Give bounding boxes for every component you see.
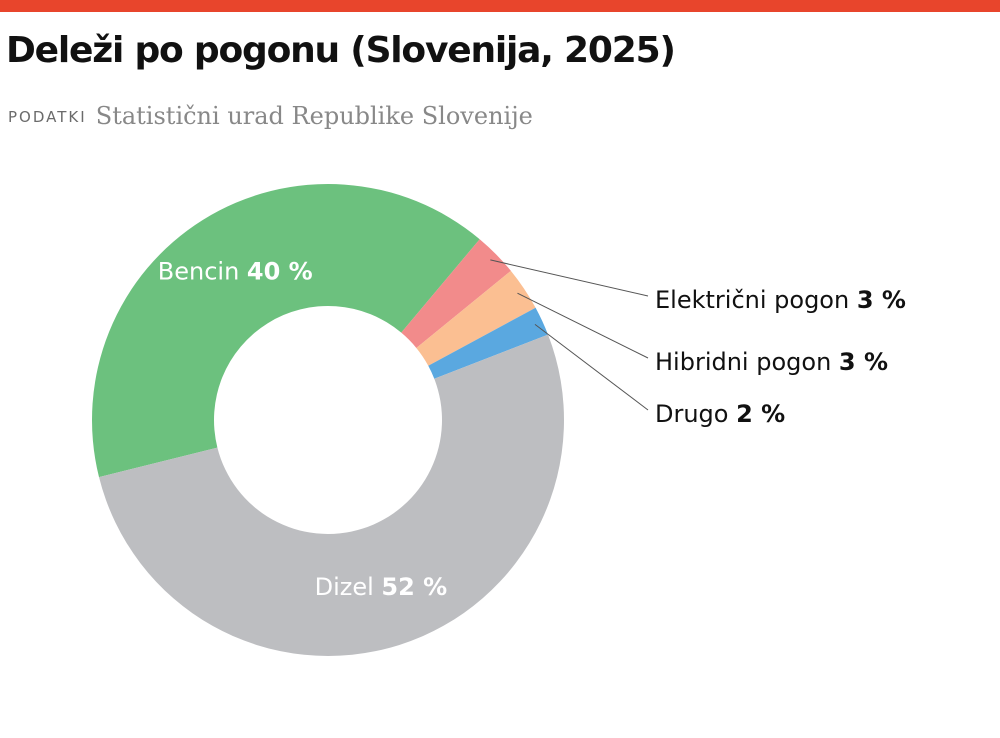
slice-drugo [428,307,549,379]
slice-elektricni-pogon [401,239,511,348]
slice-label-dizel: Dizel 52 % [315,573,448,601]
source-text: Statistični urad Republike Slovenije [95,102,533,130]
slice-label-bencin: Bencin 40 % [158,258,313,286]
slice-hibridni-pogon [416,270,536,366]
source-line: PODATKI Statistični urad Republike Slove… [8,102,533,130]
slice-label-hibridni-pogon: Hibridni pogon 3 % [655,348,888,376]
slice-dizel [99,334,564,656]
accent-bar [0,0,1000,12]
leader-line-hibridni-pogon [517,292,649,359]
leader-line-drugo [534,323,649,411]
leader-line-elektricni-pogon [490,259,649,297]
slice-label-elektricni-pogon: Električni pogon 3 % [655,286,906,314]
slice-label-drugo: Drugo 2 % [655,400,785,428]
slice-bencin [92,184,480,478]
source-label: PODATKI [8,108,87,126]
chart-title: Deleži po pogonu (Slovenija, 2025) [6,30,676,71]
